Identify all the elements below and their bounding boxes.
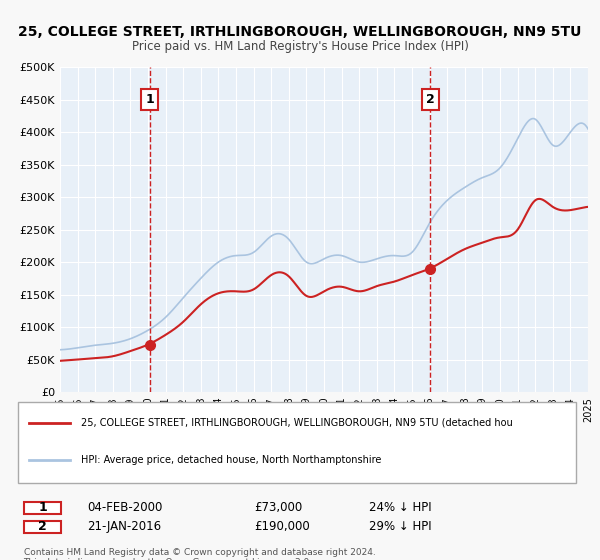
Text: 2: 2 (38, 520, 47, 533)
Text: 25, COLLEGE STREET, IRTHLINGBOROUGH, WELLINGBOROUGH, NN9 5TU (detached hou: 25, COLLEGE STREET, IRTHLINGBOROUGH, WEL… (81, 418, 513, 428)
Text: Price paid vs. HM Land Registry's House Price Index (HPI): Price paid vs. HM Land Registry's House … (131, 40, 469, 53)
Text: 04-FEB-2000: 04-FEB-2000 (87, 501, 162, 514)
Text: £73,000: £73,000 (254, 501, 302, 514)
FancyBboxPatch shape (23, 502, 61, 514)
FancyBboxPatch shape (23, 521, 61, 533)
Text: £190,000: £190,000 (254, 520, 310, 533)
Text: 29% ↓ HPI: 29% ↓ HPI (369, 520, 432, 533)
Text: 25, COLLEGE STREET, IRTHLINGBOROUGH, WELLINGBOROUGH, NN9 5TU: 25, COLLEGE STREET, IRTHLINGBOROUGH, WEL… (19, 25, 581, 39)
Text: 1: 1 (38, 501, 47, 514)
Text: Contains HM Land Registry data © Crown copyright and database right 2024.
This d: Contains HM Land Registry data © Crown c… (23, 548, 375, 560)
Text: 1: 1 (145, 93, 154, 106)
Text: 2: 2 (426, 93, 435, 106)
Text: 21-JAN-2016: 21-JAN-2016 (87, 520, 161, 533)
Text: HPI: Average price, detached house, North Northamptonshire: HPI: Average price, detached house, Nort… (81, 455, 382, 465)
FancyBboxPatch shape (18, 402, 577, 483)
Text: 24% ↓ HPI: 24% ↓ HPI (369, 501, 432, 514)
